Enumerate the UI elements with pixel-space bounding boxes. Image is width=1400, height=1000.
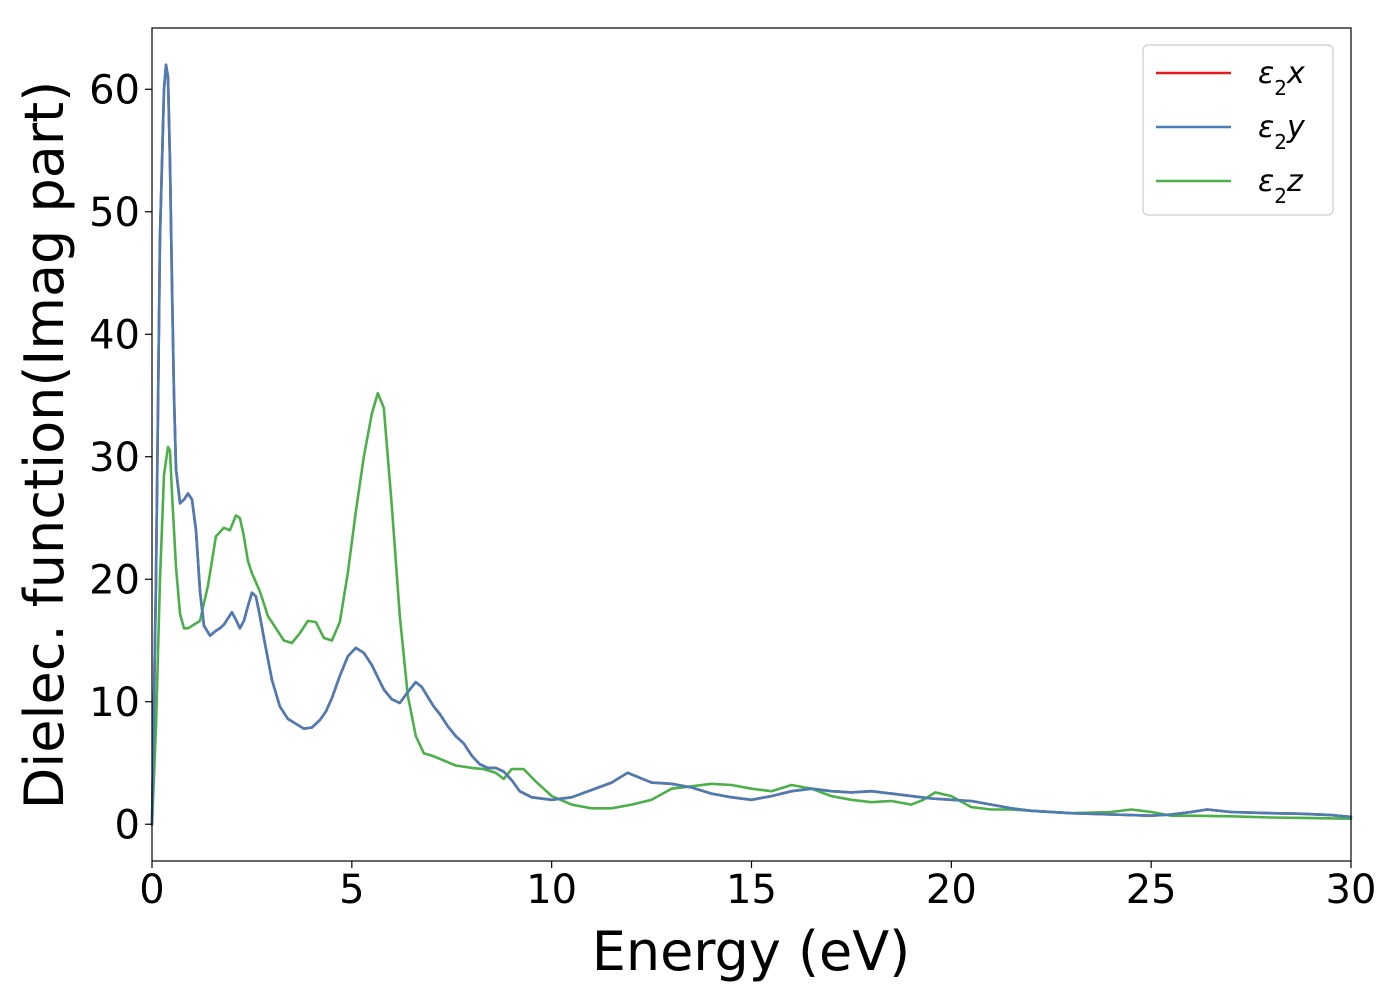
x-tick-label: 0 — [139, 867, 164, 913]
x-axis-title: Energy (eV) — [592, 920, 911, 983]
y-tick-label: 50 — [89, 190, 140, 236]
x-tick-label: 25 — [1126, 867, 1177, 913]
x-tick-label: 5 — [339, 867, 364, 913]
y-tick-label: 40 — [89, 312, 140, 358]
y-tick-label: 0 — [115, 802, 140, 848]
y-tick-label: 60 — [89, 67, 140, 113]
legend: ε2x ε2y ε2z — [1142, 44, 1334, 216]
series-line-y — [150, 63, 1353, 826]
x-tick-label: 10 — [526, 867, 577, 913]
y-tick-label: 30 — [89, 435, 140, 481]
legend-label-z: ε2z — [1258, 164, 1304, 208]
y-tick-label: 10 — [89, 680, 140, 726]
series-line-z — [150, 391, 1353, 826]
x-tick-label: 15 — [726, 867, 777, 913]
series-group — [150, 63, 1353, 826]
y-axis-title: Dielec. function(Imag part) — [13, 81, 76, 810]
x-axis-ticks: 0 5 10 15 20 25 30 — [139, 861, 1376, 913]
legend-box — [1142, 44, 1334, 216]
legend-label-x: ε2x — [1258, 56, 1305, 100]
x-tick-label: 30 — [1326, 867, 1377, 913]
legend-label-y: ε2y — [1258, 110, 1306, 154]
y-axis-ticks: 0 10 20 30 40 50 60 — [89, 67, 152, 848]
x-tick-label: 20 — [926, 867, 977, 913]
y-tick-label: 20 — [89, 557, 140, 603]
